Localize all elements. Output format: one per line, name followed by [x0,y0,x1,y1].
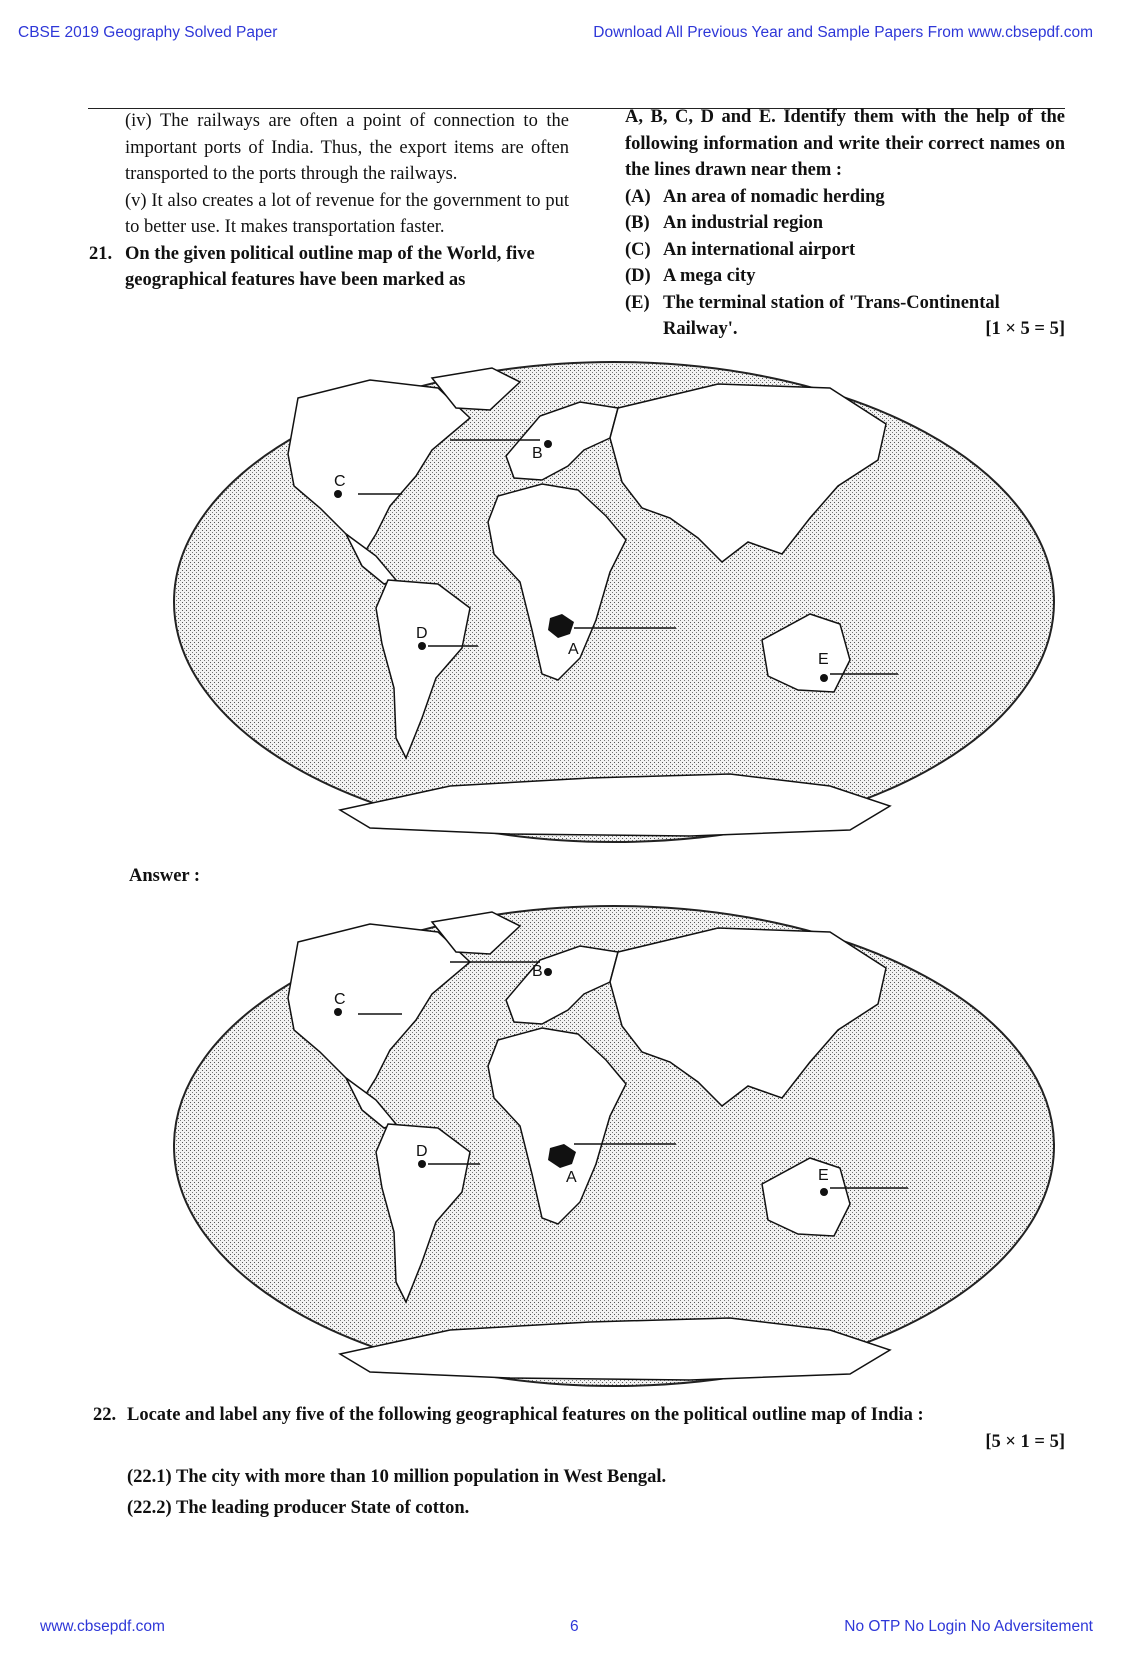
feature-b-point [544,440,552,448]
map-label-a: A [568,641,579,658]
option-key: (D) [625,266,651,286]
option-key: (E) [625,292,650,313]
option-text: An international airport [663,239,856,260]
question-21-marks: [1 × 5 = 5] [985,319,1065,339]
right-column: A, B, C, D and E. Identify them with the… [625,104,1065,343]
footer-site-link[interactable]: www.cbsepdf.com [40,1618,165,1635]
feature-d-point [418,1160,426,1168]
asia-shape [609,383,887,563]
option-text: The terminal station of 'Trans-Continent… [663,292,1000,313]
feature-a-area [548,1144,576,1168]
header-download-link[interactable]: Download All Previous Year and Sample Pa… [593,24,1093,41]
map-label-b: B [532,445,543,462]
africa-shape [487,483,627,681]
map-label-e: E [818,651,829,668]
feature-e-point [820,674,828,682]
question-21-intro: A, B, C, D and E. Identify them with the… [625,107,1065,180]
question-21-text: On the given political outline map of th… [125,243,535,291]
left-column: (iv) The railways are often a point of c… [89,108,569,294]
map-label-e: E [818,1167,829,1184]
question-21-number: 21. [89,243,113,264]
map-label-c: C [334,473,346,490]
question-22-marks: [5 × 1 = 5] [985,1432,1065,1452]
south-america-shape [375,1123,471,1304]
marked-features [334,440,828,682]
footer-page-number: 6 [570,1618,579,1635]
option-d: (D) A mega city [625,263,1065,290]
para-v: (v) It also creates a lot of revenue for… [125,190,569,238]
feature-e-point [820,1188,828,1196]
feature-c-point [334,1008,342,1016]
question-22-number: 22. [93,1405,117,1425]
option-e: (E) The terminal station of 'Trans-Contin… [625,290,1065,317]
europe-shape [505,945,619,1025]
greenland-shape [430,911,522,955]
option-key: (B) [625,213,650,233]
question-22-line: 22. Locate and label any five of the fol… [93,1405,1065,1426]
option-key: (C) [625,239,651,260]
question-22-item: (22.1) The city with more than 10 millio… [127,1467,667,1487]
map-label-a: A [566,1169,577,1186]
marked-features [334,968,828,1196]
option-key: (A) [625,186,651,207]
question-22: 22. Locate and label any five of the fol… [93,1405,1065,1529]
footer-tagline: No OTP No Login No Adversitement [844,1618,1093,1635]
option-c: (C) An international airport [625,237,1065,264]
map-label-d: D [416,625,428,642]
para-iv: (iv) The railways are often a point of c… [125,111,569,184]
australia-shape [761,1157,851,1237]
australia-shape [761,613,851,693]
greenland-shape [430,367,522,411]
continents [287,911,892,1381]
option-a: (A) An area of nomadic herding [625,184,1065,211]
option-text: An area of nomadic herding [663,186,885,207]
option-text: A mega city [663,266,756,286]
option-e-continued: Railway'. [1 × 5 = 5] [625,316,1065,343]
answer-lines [358,961,908,1189]
antarctica-shape [337,773,892,837]
map-label-b: B [532,963,543,980]
question-21: 21. On the given political outline map o… [89,241,569,294]
option-b: (B) An industrial region [625,210,1065,237]
world-map-question: B C D A E [173,361,1055,843]
map-label-c: C [334,991,346,1008]
asia-shape [609,927,887,1107]
map-label-d: D [416,1143,428,1160]
option-text: An industrial region [663,213,824,233]
header-site-title: CBSE 2019 Geography Solved Paper [18,24,278,41]
europe-shape [505,401,619,481]
africa-shape [487,1027,627,1225]
question-22-text: Locate and label any five of the followi… [127,1405,924,1425]
top-rule [88,108,1065,109]
feature-a-area [548,614,574,638]
feature-b-point [544,968,552,976]
question-22-items: (22.1) The city with more than 10 millio… [93,1467,1065,1519]
option-e-cont-text: Railway'. [663,319,738,339]
antarctica-shape [337,1317,892,1381]
answer-label: Answer : [129,866,201,886]
feature-c-point [334,490,342,498]
answer-lines [358,439,898,675]
south-america-shape [375,579,471,760]
feature-d-point [418,642,426,650]
question-22-item: (22.2) The leading producer State of cot… [127,1498,470,1518]
continents [287,367,892,837]
world-map-answer: B C D A E [173,905,1055,1387]
